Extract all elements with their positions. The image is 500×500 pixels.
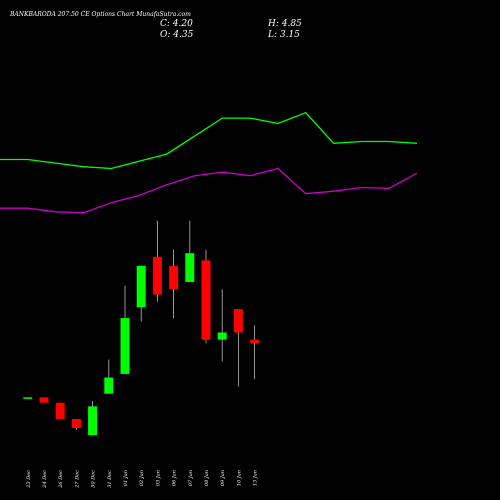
x-tick-label: 24 Dec (42, 470, 48, 489)
candle (71, 418, 81, 430)
x-tick-label: 09 Jan (220, 470, 226, 486)
candle (120, 285, 130, 374)
candle (152, 220, 162, 302)
x-tick-label: 07 Jan (188, 470, 194, 486)
upper-band-line (0, 111, 418, 170)
candle (88, 400, 98, 436)
x-tick-label: 30 Dec (91, 470, 97, 488)
x-tick-label: 06 Jan (172, 470, 178, 486)
candle (233, 309, 243, 387)
candle-body (136, 265, 146, 308)
candle-body (185, 253, 195, 283)
candle-body (169, 265, 179, 290)
candle (104, 359, 114, 394)
lower-band-line (0, 167, 418, 214)
candle-body (23, 397, 33, 399)
candle (39, 397, 49, 403)
x-tick-label: 01 Jan (123, 470, 129, 486)
candle (55, 402, 65, 419)
bands-layer (0, 111, 418, 214)
candle-body (152, 256, 162, 295)
candle-body (217, 332, 227, 340)
candle-body (104, 377, 114, 394)
candle (23, 397, 33, 399)
x-tick-label: 31 Dec (107, 470, 113, 488)
low-price-label: L: 3.15 (267, 30, 300, 40)
candle (217, 289, 227, 362)
x-tick-label: 23 Dec (26, 470, 32, 489)
candle-body (233, 309, 243, 333)
x-tick-label: 03 Jan (155, 470, 161, 486)
x-tick-label: 13 Jan (253, 470, 259, 486)
candle (201, 249, 211, 344)
open-price-label: O: 4.35 (160, 30, 194, 40)
candles-layer (23, 220, 260, 436)
candle-body (71, 418, 81, 428)
high-price-label: H: 4.85 (267, 19, 302, 29)
x-tick-label: 10 Jan (236, 470, 242, 486)
candle-body (250, 339, 260, 344)
candle (250, 325, 260, 380)
candle (185, 220, 195, 283)
close-price-label: C: 4.20 (160, 19, 193, 29)
candle-body (120, 318, 130, 374)
candle (169, 249, 179, 319)
candle (136, 265, 146, 322)
candle-body (55, 402, 65, 419)
x-axis-labels: 23 Dec 24 Dec 26 Dec 27 Dec 30 Dec 31 Dec 01 J… (26, 470, 259, 489)
x-tick-label: 27 Dec (74, 470, 80, 489)
chart-title: BANKBARODA 207.50 CE Options Chart Munaf… (9, 11, 191, 18)
candle-body (88, 406, 98, 436)
x-tick-label: 08 Jan (204, 470, 210, 486)
x-tick-label: 02 Jan (139, 470, 145, 486)
x-tick-label: 26 Dec (58, 470, 64, 489)
candle-body (39, 397, 49, 403)
candle-body (201, 260, 211, 340)
